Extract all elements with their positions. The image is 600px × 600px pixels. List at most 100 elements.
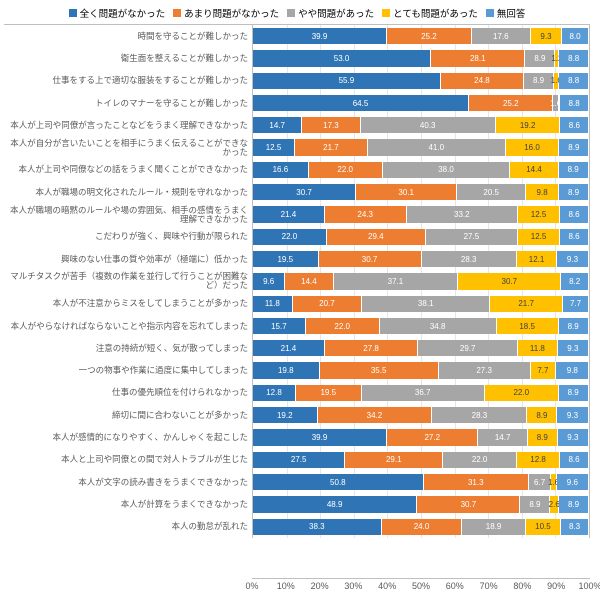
- x-tick-label: 70%: [480, 581, 498, 591]
- bar-row: 興味のない仕事の質や効率が（極端に）低かった19.530.728.312.19.…: [4, 248, 590, 270]
- bar-segment: 8.8: [559, 50, 589, 66]
- bar-segment: 27.5: [253, 452, 345, 468]
- bar-segment: 9.8: [556, 362, 589, 378]
- bar-segment: 20.7: [293, 296, 363, 312]
- plot-area: 時間を守ることが難しかった39.925.217.69.38.0衛生面を整えること…: [4, 24, 590, 578]
- bar-segment: 15.7: [253, 318, 306, 334]
- bar-zone: 12.521.741.016.08.9: [252, 136, 590, 158]
- bar-segment: 39.9: [253, 429, 387, 445]
- bar-segment: 18.9: [462, 519, 526, 535]
- bar-segment: 20.5: [457, 184, 526, 200]
- bar-segment: 11.8: [253, 296, 293, 312]
- bar-row: 本人が自分が言いたいことを相手にうまく伝えることができなかった12.521.74…: [4, 136, 590, 158]
- bar-row: 注意の持続が短く、気が散ってしまった21.427.829.711.89.3: [4, 337, 590, 359]
- stacked-bar: 53.028.18.91.28.8: [253, 50, 589, 66]
- legend-label: 無回答: [497, 6, 526, 20]
- legend-label: とても問題があった: [393, 6, 478, 20]
- bar-segment: 17.6: [472, 28, 531, 44]
- bar-row: 仕事の優先順位を付けられなかった12.819.536.722.08.9: [4, 382, 590, 404]
- bar-segment: 14.7: [253, 117, 302, 133]
- bar-segment: 37.1: [334, 273, 459, 289]
- bar-segment: 21.4: [253, 206, 325, 222]
- bar-segment: 22.0: [443, 452, 517, 468]
- category-label: トイレのマナーを守ることが難しかった: [4, 99, 252, 108]
- stacked-bar: 38.324.018.910.58.3: [253, 519, 589, 535]
- bar-segment: 9.6: [253, 273, 285, 289]
- bar-row: 本人が上司や同僚が言ったことなどをうまく理解できなかった14.717.340.3…: [4, 114, 590, 136]
- bar-zone: 21.424.333.212.58.6: [252, 203, 590, 225]
- bar-zone: 9.614.437.130.78.2: [252, 270, 590, 292]
- bar-row: こだわりが強く、興味や行動が限られた22.029.427.512.58.6: [4, 226, 590, 248]
- bar-segment: 10.5: [526, 519, 561, 535]
- bar-segment: 8.6: [560, 117, 589, 133]
- bar-segment: 12.1: [517, 251, 558, 267]
- bar-segment: 24.0: [382, 519, 463, 535]
- legend-swatch: [382, 9, 390, 17]
- stacked-bar: 12.521.741.016.08.9: [253, 139, 589, 155]
- bar-segment: 12.8: [517, 452, 560, 468]
- bar-segment: 8.9: [527, 407, 557, 423]
- bar-segment: 29.4: [327, 229, 426, 245]
- bar-segment: 38.1: [362, 296, 490, 312]
- category-label: 興味のない仕事の質や効率が（極端に）低かった: [4, 255, 252, 264]
- bar-segment: 14.4: [510, 162, 558, 178]
- bar-zone: 38.324.018.910.58.3: [252, 516, 590, 538]
- bar-zone: 21.427.829.711.89.3: [252, 337, 590, 359]
- category-label: 本人の勤怠が乱れた: [4, 522, 252, 531]
- legend-item: 無回答: [486, 6, 526, 20]
- x-axis: 0%10%20%30%40%50%60%70%80%90%100%: [4, 578, 590, 596]
- bar-segment: 17.3: [302, 117, 360, 133]
- bar-segment: 22.0: [485, 385, 559, 401]
- stacked-bar: 9.614.437.130.78.2: [253, 273, 589, 289]
- bar-segment: 21.7: [490, 296, 563, 312]
- legend-item: あまり問題がなかった: [173, 6, 279, 20]
- bar-segment: 11.8: [518, 340, 558, 356]
- bar-segment: 30.7: [458, 273, 561, 289]
- bar-segment: 25.2: [469, 95, 553, 111]
- category-label: 本人が職場の暗黙のルールや場の雰囲気、相手の感情をうまく理解できなかった: [4, 206, 252, 224]
- legend-label: やや問題があった: [298, 6, 374, 20]
- bar-row: 本人の勤怠が乱れた38.324.018.910.58.3: [4, 516, 590, 538]
- bar-segment: 16.6: [253, 162, 309, 178]
- bar-zone: 64.525.21.68.8: [252, 92, 590, 114]
- legend-item: 全く問題がなかった: [69, 6, 166, 20]
- stacked-bar: 39.925.217.69.38.0: [253, 28, 589, 44]
- stacked-bar: 48.930.78.92.68.9: [253, 496, 589, 512]
- x-tick-label: 10%: [277, 581, 295, 591]
- bar-segment: 50.8: [253, 474, 424, 490]
- bar-segment: 8.9: [559, 139, 589, 155]
- bar-segment: 35.5: [320, 362, 439, 378]
- bar-segment: 9.3: [558, 340, 589, 356]
- bar-segment: 31.3: [424, 474, 529, 490]
- bar-segment: 27.5: [426, 229, 518, 245]
- stacked-bar: 22.029.427.512.58.6: [253, 229, 589, 245]
- bar-row: 本人が上司や同僚などの話をうまく聞くことができなかった16.622.038.01…: [4, 159, 590, 181]
- bar-zone: 55.924.88.91.68.8: [252, 70, 590, 92]
- stacked-bar: 16.622.038.014.48.9: [253, 162, 589, 178]
- bar-zone: 22.029.427.512.58.6: [252, 226, 590, 248]
- bar-segment: 9.3: [531, 28, 562, 44]
- bar-row: 本人と上司や同僚との間で対人トラブルが生じた27.529.122.012.88.…: [4, 449, 590, 471]
- bar-row: マルチタスクが苦手（複数の作業を並行して行うことが困難など）だった9.614.4…: [4, 270, 590, 292]
- bar-row: 仕事をする上で適切な服装をすることが難しかった55.924.88.91.68.8: [4, 70, 590, 92]
- x-tick-label: 40%: [378, 581, 396, 591]
- bar-segment: 8.6: [560, 206, 589, 222]
- bar-segment: 24.8: [441, 73, 524, 89]
- x-tick-label: 50%: [412, 581, 430, 591]
- bar-segment: 34.8: [380, 318, 497, 334]
- x-tick-label: 30%: [344, 581, 362, 591]
- bar-segment: 16.0: [506, 139, 560, 155]
- bar-segment: 12.5: [518, 229, 560, 245]
- bar-zone: 19.835.527.37.79.8: [252, 359, 590, 381]
- bar-row: 時間を守ることが難しかった39.925.217.69.38.0: [4, 25, 590, 47]
- bar-segment: 21.7: [295, 139, 368, 155]
- bar-segment: 28.3: [432, 407, 527, 423]
- bar-row: 本人が感情的になりやすく、かんしゃくを起こした39.927.214.78.99.…: [4, 426, 590, 448]
- bar-segment: 8.9: [559, 385, 589, 401]
- bar-segment: 27.2: [387, 429, 478, 445]
- category-label: こだわりが強く、興味や行動が限られた: [4, 232, 252, 241]
- stacked-bar-chart: 全く問題がなかったあまり問題がなかったやや問題があったとても問題があった無回答 …: [0, 0, 600, 600]
- category-label: 締切に間に合わないことが多かった: [4, 411, 252, 420]
- stacked-bar: 12.819.536.722.08.9: [253, 385, 589, 401]
- bar-segment: 8.9: [559, 318, 589, 334]
